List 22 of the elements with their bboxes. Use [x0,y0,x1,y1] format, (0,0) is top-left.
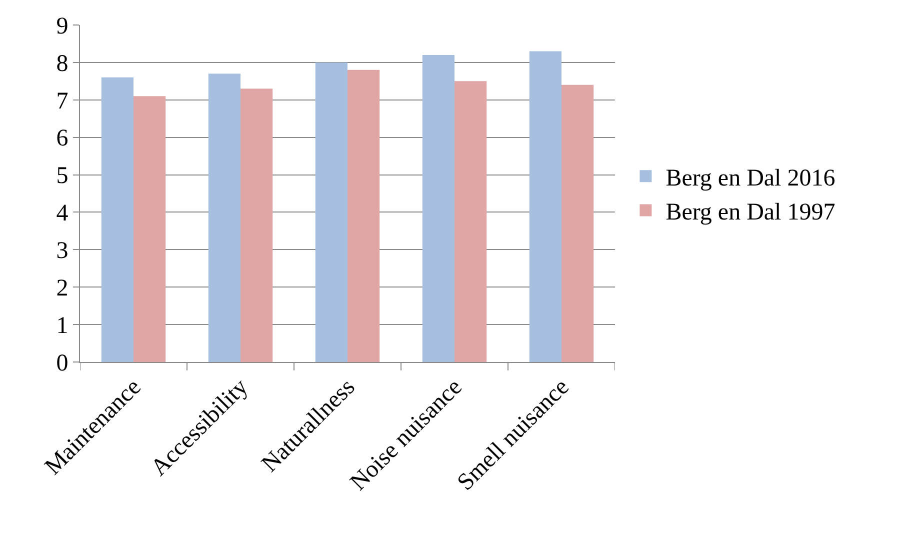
legend-label: Berg en Dal 1997 [666,200,836,226]
y-tick-label: 3 [56,238,68,264]
bar [454,81,487,362]
bar [134,96,166,362]
legend-label: Berg en Dal 2016 [666,165,836,192]
y-tick-label: 2 [56,276,68,302]
y-tick-label: 0 [56,350,68,376]
bar [422,54,454,362]
bar [101,77,134,362]
y-tick-label: 4 [56,200,68,227]
y-tick-label: 5 [56,163,68,190]
y-tick-label: 1 [56,312,68,339]
bar [562,84,594,362]
y-tick-label: 8 [56,50,68,77]
bar [529,51,562,362]
bar [315,62,348,362]
bar [348,70,380,362]
y-tick-label: 7 [56,88,68,114]
bar [208,74,240,362]
y-tick-label: 6 [56,126,68,152]
y-tick-label: 9 [56,13,68,40]
bar [240,88,273,362]
